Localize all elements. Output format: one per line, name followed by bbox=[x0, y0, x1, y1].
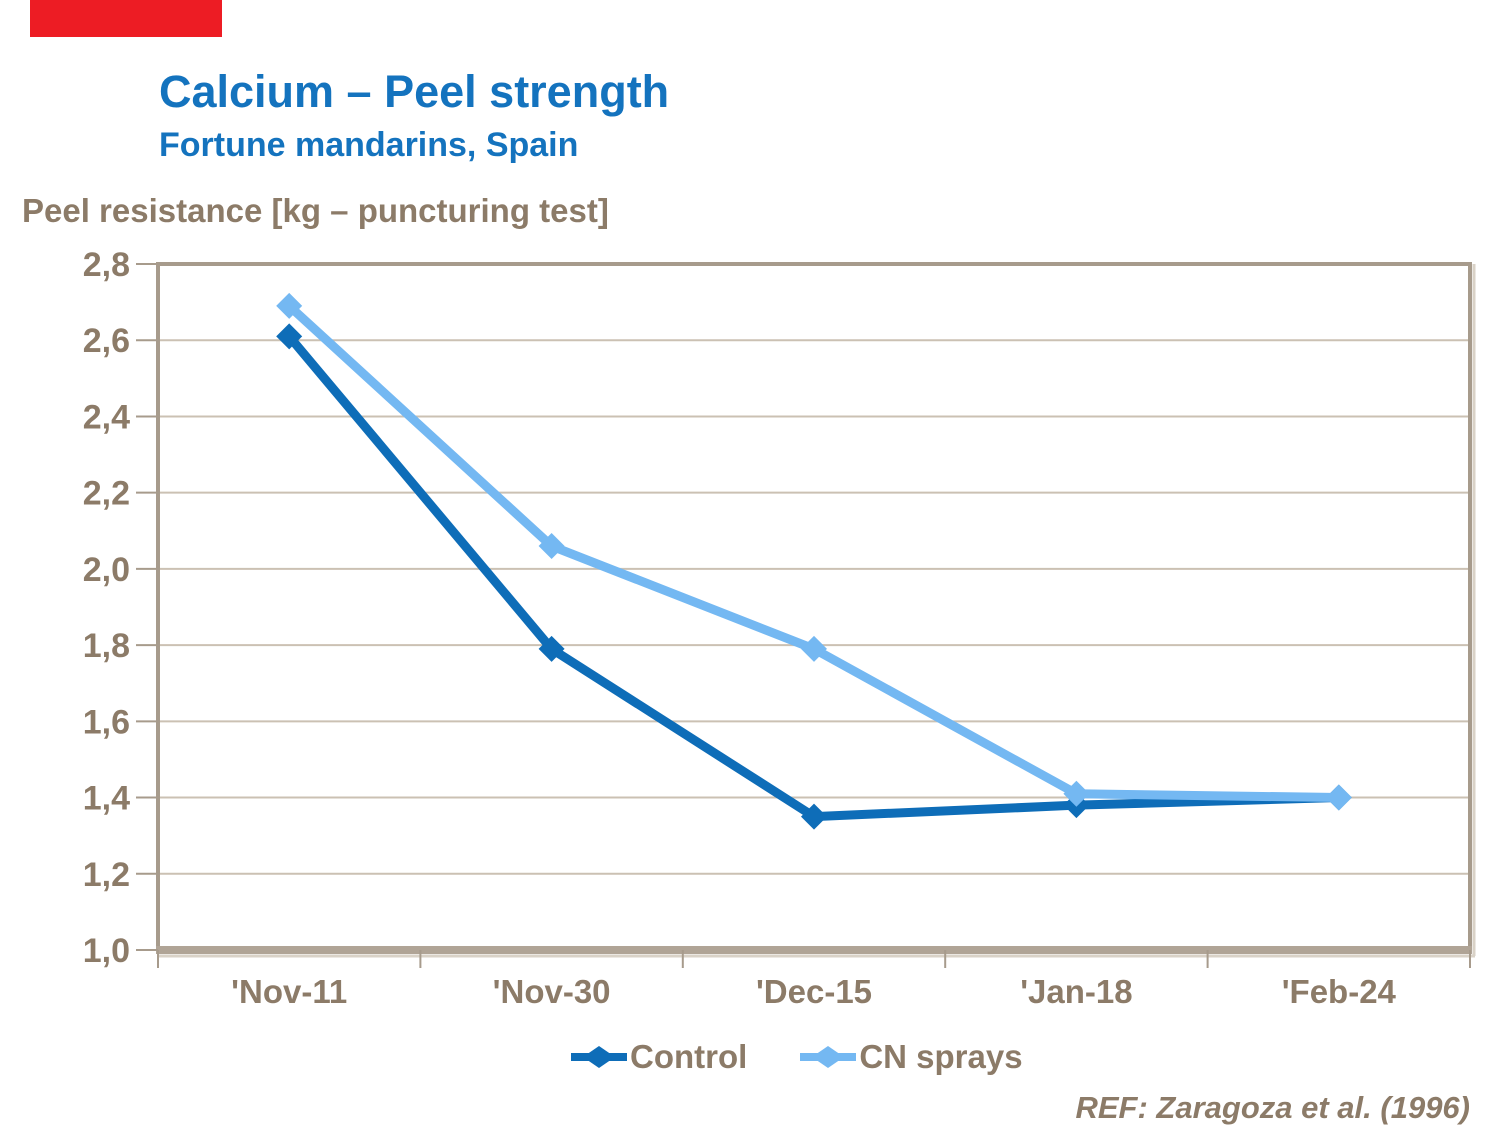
x-category-label: 'Feb-24 bbox=[1282, 973, 1397, 1010]
data-point-marker-cn-sprays bbox=[801, 635, 827, 662]
y-tick-label: 1,6 bbox=[83, 703, 130, 741]
x-category-label: 'Jan-18 bbox=[1020, 973, 1132, 1010]
series-line-control bbox=[284, 331, 1344, 822]
control-series-marker-icon bbox=[571, 1046, 627, 1068]
data-point-marker-control bbox=[801, 803, 827, 830]
x-category-label: 'Nov-11 bbox=[231, 973, 347, 1010]
y-tick-label: 2,2 bbox=[83, 475, 130, 513]
y-tick-label: 1,4 bbox=[83, 780, 130, 818]
chart-legend: Control CN sprays bbox=[570, 1038, 1023, 1076]
y-tick-label: 2,0 bbox=[83, 551, 130, 589]
data-point-marker-cn-sprays bbox=[1325, 784, 1352, 811]
data-point-marker-cn-sprays bbox=[276, 292, 303, 319]
y-axis-title: Peel resistance [kg – puncturing test] bbox=[22, 192, 609, 229]
legend-item-cn-sprays: CN sprays bbox=[799, 1038, 1023, 1076]
series-line-cn-sprays bbox=[284, 301, 1344, 803]
y-tick-label: 1,0 bbox=[83, 932, 130, 970]
brand-red-bar bbox=[30, 0, 222, 37]
y-tick-label: 2,6 bbox=[83, 322, 130, 360]
data-point-marker-cn-sprays bbox=[538, 533, 565, 560]
cn-sprays-series-marker-icon bbox=[800, 1046, 857, 1068]
y-tick-label: 2,8 bbox=[83, 246, 130, 284]
y-tick-label: 2,4 bbox=[83, 398, 130, 436]
data-point-marker-control bbox=[276, 323, 303, 350]
reference-citation: REF: Zaragoza et al. (1996) bbox=[1075, 1090, 1470, 1125]
legend-label-cn-sprays: CN sprays bbox=[859, 1038, 1023, 1075]
line-chart-plot: 2,8 2,6 2,4 2,2 2,0 1,8 1,6 1,4 1,2 1,0 'Nov-11 'No… bbox=[83, 246, 1476, 1010]
slide-subtitle: Fortune mandarins, Spain bbox=[159, 126, 579, 164]
legend-item-control: Control bbox=[570, 1038, 747, 1076]
x-category-label: 'Nov-30 bbox=[493, 973, 611, 1010]
data-point-marker-cn-sprays bbox=[1063, 780, 1090, 807]
legend-label-control: Control bbox=[630, 1038, 748, 1075]
slide-title: Calcium – Peel strength bbox=[159, 66, 670, 117]
data-point-marker-control bbox=[538, 635, 565, 662]
x-category-label: 'Dec-15 bbox=[756, 973, 872, 1010]
y-tick-label: 1,2 bbox=[83, 856, 130, 894]
y-tick-label: 1,8 bbox=[83, 627, 130, 665]
